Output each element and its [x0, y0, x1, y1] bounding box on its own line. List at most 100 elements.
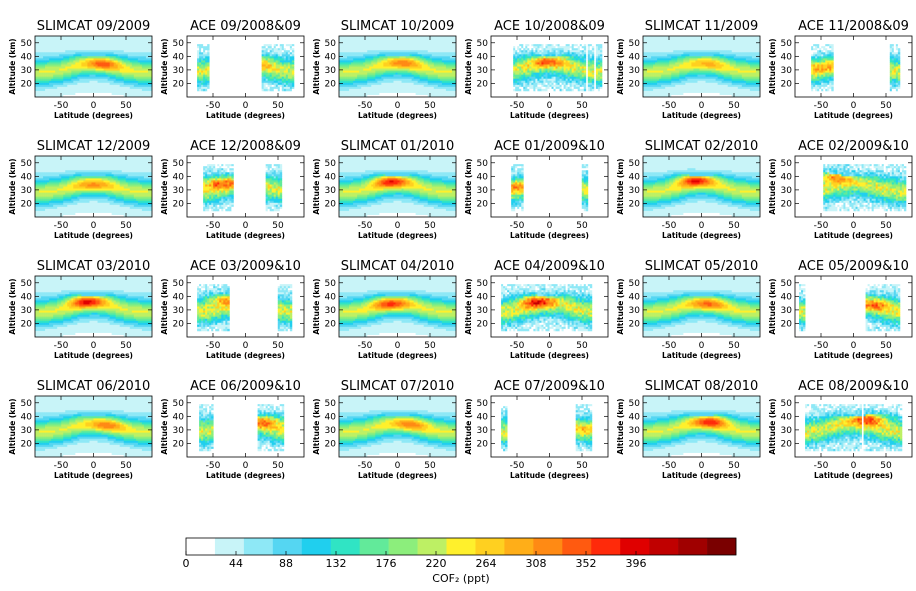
heatmap-cell [43, 52, 45, 54]
heatmap-cell [535, 58, 537, 60]
heatmap-cell [79, 60, 81, 62]
heatmap-cell [353, 38, 355, 40]
heatmap-cell [517, 77, 519, 79]
heatmap-cell [280, 71, 282, 73]
heatmap-cell [91, 89, 93, 91]
heatmap-cell [521, 52, 523, 54]
heatmap-cell [367, 87, 369, 89]
heatmap-cell [39, 77, 41, 79]
heatmap-cell [426, 93, 428, 95]
heatmap-cell [414, 42, 416, 44]
heatmap-cell [347, 40, 349, 42]
heatmap-cell [207, 50, 209, 52]
heatmap-cell [128, 87, 130, 89]
heatmap-cell [543, 79, 545, 81]
heatmap-cell [128, 46, 130, 48]
heatmap-cell [442, 38, 444, 40]
heatmap-cell [369, 50, 371, 52]
heatmap-cell [365, 40, 367, 42]
heatmap-cell [539, 75, 541, 77]
heatmap-cell [61, 79, 63, 81]
heatmap-cell [570, 67, 572, 69]
heatmap-cell [63, 56, 65, 58]
heatmap-cell [345, 83, 347, 85]
heatmap-cell [142, 69, 144, 71]
heatmap-cell [268, 69, 270, 71]
heatmap-cell [51, 54, 53, 56]
heatmap-cell [65, 67, 67, 69]
heatmap-cell [572, 69, 574, 71]
heatmap-cell [412, 93, 414, 95]
heatmap-cell [424, 56, 426, 58]
heatmap-cell [402, 54, 404, 56]
heatmap-cell [114, 48, 116, 50]
heatmap-cell [373, 38, 375, 40]
heatmap-cell [410, 85, 412, 87]
heatmap-cell [406, 64, 408, 66]
heatmap-cell [533, 44, 535, 46]
heatmap-cell [539, 77, 541, 79]
heatmap-cell [41, 46, 43, 48]
heatmap-cell [442, 77, 444, 79]
heatmap-cell [359, 71, 361, 73]
heatmap-cell [110, 93, 112, 95]
heatmap-cell [584, 83, 586, 85]
heatmap-cell [114, 64, 116, 66]
heatmap-cell [438, 81, 440, 83]
heatmap-cell [558, 69, 560, 71]
heatmap-cell [55, 62, 57, 64]
heatmap-cell [402, 89, 404, 91]
heatmap-cell [94, 46, 96, 48]
heatmap-cell [521, 67, 523, 69]
heatmap-cells [197, 44, 294, 91]
heatmap-cell [100, 77, 102, 79]
heatmap-cell [134, 83, 136, 85]
heatmap-cell [122, 71, 124, 73]
heatmap-cell [539, 60, 541, 62]
heatmap-cell [94, 89, 96, 91]
heatmap-cell [91, 85, 93, 87]
heatmap-cell [122, 44, 124, 46]
heatmap-cell [79, 58, 81, 60]
heatmap-cell [57, 38, 59, 40]
heatmap-cell [57, 79, 59, 81]
heatmap-cell [128, 69, 130, 71]
heatmap-cell [375, 50, 377, 52]
heatmap-cell [576, 77, 578, 79]
heatmap-cell [98, 58, 100, 60]
heatmap-cell [440, 40, 442, 42]
heatmap-cell [535, 44, 537, 46]
heatmap-cell [434, 42, 436, 44]
heatmap-cell [106, 56, 108, 58]
heatmap-cell [521, 64, 523, 66]
heatmap-cell [550, 69, 552, 71]
heatmap-cell [361, 75, 363, 77]
heatmap-cell [353, 54, 355, 56]
heatmap-cell [130, 60, 132, 62]
heatmap-cell [381, 73, 383, 75]
heatmap-cell [576, 52, 578, 54]
heatmap-cell [128, 62, 130, 64]
heatmap-cell [442, 81, 444, 83]
heatmap-cell [410, 42, 412, 44]
heatmap-cell [130, 54, 132, 56]
heatmap-cell [41, 77, 43, 79]
heatmap-cell [345, 71, 347, 73]
heatmap-cell [77, 79, 79, 81]
heatmap-cell [414, 56, 416, 58]
heatmap-cell [412, 58, 414, 60]
heatmap-cell [65, 75, 67, 77]
heatmap-cell [531, 69, 533, 71]
heatmap-cell [432, 42, 434, 44]
heatmap-cell [564, 69, 566, 71]
heatmap-cell [513, 60, 515, 62]
heatmap-cell [288, 46, 290, 48]
heatmap-cell [57, 44, 59, 46]
heatmap-cell [138, 48, 140, 50]
heatmap-cell [361, 69, 363, 71]
heatmap-cell [63, 50, 65, 52]
heatmap-cell [272, 81, 274, 83]
heatmap-cell [122, 83, 124, 85]
heatmap-cell [282, 83, 284, 85]
heatmap-cell [440, 60, 442, 62]
